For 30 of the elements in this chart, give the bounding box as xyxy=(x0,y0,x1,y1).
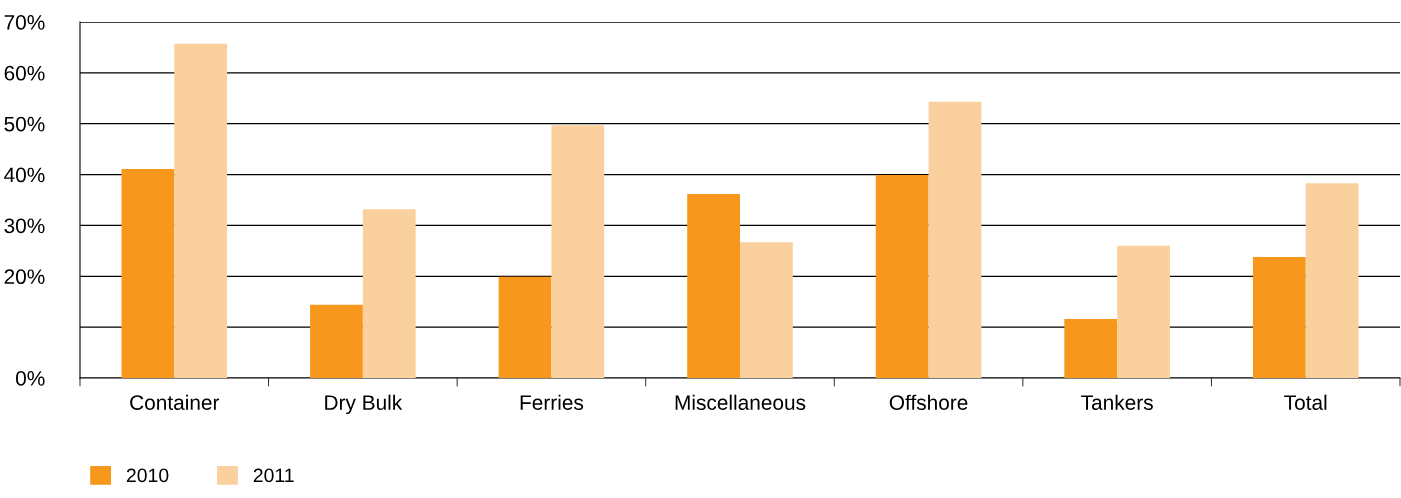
bar xyxy=(1305,183,1359,378)
y-tick-label: 0% xyxy=(15,371,45,386)
bar xyxy=(740,242,793,378)
x-tick-label: Ferries xyxy=(520,394,584,410)
bar xyxy=(498,276,552,378)
y-tick-label: 40% xyxy=(4,167,45,183)
y-tick-label: 60% xyxy=(4,65,45,81)
y-tick-label: 30% xyxy=(4,218,45,234)
bar xyxy=(174,43,228,378)
bar xyxy=(1117,245,1170,378)
y-tick-label: 50% xyxy=(4,116,45,132)
x-tick-label: Tankers xyxy=(1081,394,1153,410)
x-tick-label: Miscellaneous xyxy=(675,394,806,410)
x-tick-label: Container xyxy=(130,394,220,410)
bar xyxy=(1064,319,1118,378)
bar xyxy=(310,304,363,378)
x-tick-label: Total xyxy=(1284,394,1327,410)
bar xyxy=(362,209,416,378)
bar xyxy=(1252,256,1306,378)
x-tick-label: Dry Bulk xyxy=(325,394,403,415)
bar xyxy=(687,193,740,378)
legend-label: 2010 xyxy=(126,468,169,483)
bar xyxy=(928,101,982,378)
legend-label: 2011 xyxy=(253,468,294,483)
bar xyxy=(875,175,929,378)
bar xyxy=(121,168,175,378)
x-tick-label: Offshore xyxy=(889,394,968,410)
bar xyxy=(551,125,605,378)
y-tick-label: 70% xyxy=(4,15,45,30)
y-tick-label: 20% xyxy=(4,269,45,285)
